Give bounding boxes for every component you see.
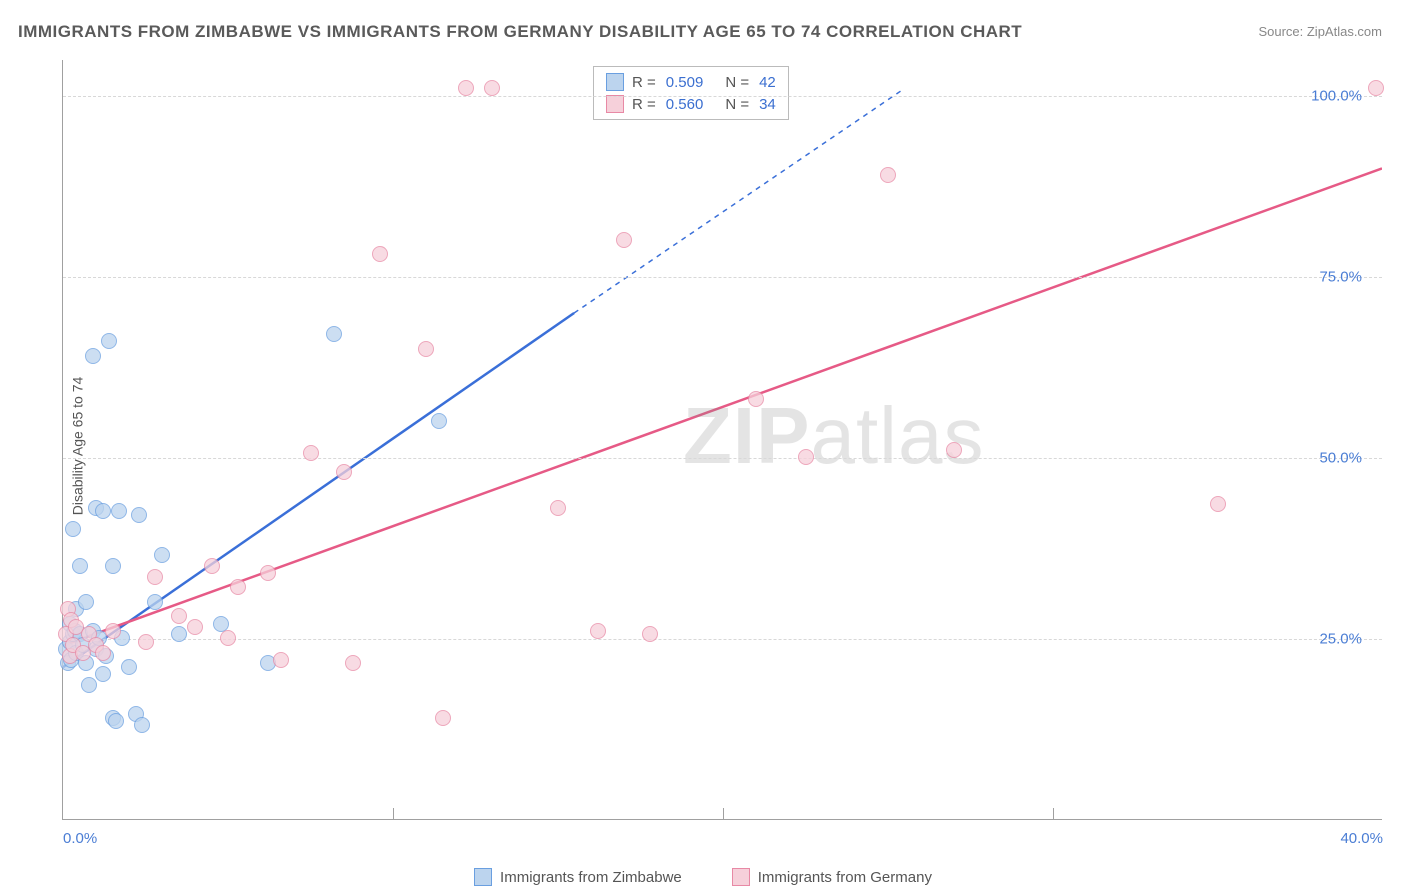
scatter-point-germany	[1210, 496, 1226, 512]
scatter-point-germany	[220, 630, 236, 646]
scatter-point-germany	[1368, 80, 1384, 96]
watermark-zip: ZIP	[683, 391, 810, 480]
scatter-point-germany	[147, 569, 163, 585]
source-label: Source:	[1258, 24, 1306, 39]
gridline-vertical	[393, 808, 394, 820]
scatter-point-germany	[484, 80, 500, 96]
y-tick-label: 50.0%	[1319, 450, 1362, 467]
scatter-point-zimbabwe	[78, 594, 94, 610]
scatter-point-germany	[273, 652, 289, 668]
scatter-point-zimbabwe	[95, 666, 111, 682]
legend-swatch	[606, 95, 624, 113]
series-legend: Immigrants from Zimbabwe Immigrants from …	[0, 868, 1406, 886]
legend-item-germany: Immigrants from Germany	[732, 868, 932, 886]
trendlines-layer	[63, 60, 1382, 819]
scatter-point-zimbabwe	[65, 521, 81, 537]
r-label: R =	[632, 74, 656, 91]
scatter-point-zimbabwe	[154, 547, 170, 563]
gridline-horizontal	[63, 277, 1382, 278]
scatter-point-germany	[435, 710, 451, 726]
scatter-point-germany	[303, 445, 319, 461]
scatter-point-zimbabwe	[134, 717, 150, 733]
scatter-point-germany	[616, 232, 632, 248]
r-value: 0.509	[666, 74, 704, 91]
scatter-point-zimbabwe	[171, 626, 187, 642]
scatter-point-germany	[458, 80, 474, 96]
scatter-point-zimbabwe	[108, 713, 124, 729]
legend-label: Immigrants from Zimbabwe	[500, 869, 682, 886]
scatter-point-germany	[345, 655, 361, 671]
scatter-point-germany	[798, 449, 814, 465]
scatter-point-germany	[880, 167, 896, 183]
scatter-point-zimbabwe	[131, 507, 147, 523]
scatter-point-germany	[187, 619, 203, 635]
scatter-point-zimbabwe	[72, 558, 88, 574]
scatter-point-zimbabwe	[95, 503, 111, 519]
r-label: R =	[632, 96, 656, 113]
legend-swatch	[732, 868, 750, 886]
scatter-point-zimbabwe	[105, 558, 121, 574]
scatter-point-germany	[95, 645, 111, 661]
chart-area: ZIPatlas R = 0.509 N = 42 R = 0.560 N = 34 25.0…	[48, 60, 1384, 820]
r-value: 0.560	[666, 96, 704, 113]
scatter-point-germany	[105, 623, 121, 639]
legend-item-zimbabwe: Immigrants from Zimbabwe	[474, 868, 682, 886]
legend-label: Immigrants from Germany	[758, 869, 932, 886]
scatter-point-germany	[336, 464, 352, 480]
scatter-point-zimbabwe	[121, 659, 137, 675]
scatter-point-germany	[748, 391, 764, 407]
plot-region: ZIPatlas R = 0.509 N = 42 R = 0.560 N = 34 25.0…	[62, 60, 1382, 820]
source-attribution: Source: ZipAtlas.com	[1258, 24, 1382, 39]
scatter-point-germany	[590, 623, 606, 639]
x-tick-label: 0.0%	[63, 830, 97, 847]
n-value: 34	[759, 96, 776, 113]
scatter-point-zimbabwe	[326, 326, 342, 342]
x-tick-label: 40.0%	[1340, 830, 1383, 847]
gridline-horizontal	[63, 458, 1382, 459]
y-tick-label: 25.0%	[1319, 631, 1362, 648]
legend-row-zimbabwe: R = 0.509 N = 42	[606, 71, 776, 93]
scatter-point-zimbabwe	[147, 594, 163, 610]
scatter-point-germany	[171, 608, 187, 624]
scatter-point-germany	[204, 558, 220, 574]
scatter-point-germany	[946, 442, 962, 458]
scatter-point-germany	[230, 579, 246, 595]
n-label: N =	[725, 96, 749, 113]
gridline-vertical	[723, 808, 724, 820]
gridline-horizontal	[63, 96, 1382, 97]
gridline-horizontal	[63, 639, 1382, 640]
scatter-point-germany	[418, 341, 434, 357]
scatter-point-germany	[550, 500, 566, 516]
scatter-point-zimbabwe	[81, 677, 97, 693]
scatter-point-zimbabwe	[85, 348, 101, 364]
correlation-legend: R = 0.509 N = 42 R = 0.560 N = 34	[593, 66, 789, 120]
watermark: ZIPatlas	[683, 390, 984, 482]
legend-swatch	[606, 73, 624, 91]
n-value: 42	[759, 74, 776, 91]
scatter-point-zimbabwe	[101, 333, 117, 349]
chart-title: IMMIGRANTS FROM ZIMBABWE VS IMMIGRANTS F…	[18, 22, 1022, 42]
trendline-zimbabwe	[63, 313, 574, 667]
scatter-point-germany	[260, 565, 276, 581]
scatter-point-zimbabwe	[431, 413, 447, 429]
scatter-point-germany	[642, 626, 658, 642]
trendline-dashed-zimbabwe	[574, 89, 904, 313]
n-label: N =	[725, 74, 749, 91]
scatter-point-germany	[138, 634, 154, 650]
watermark-atlas: atlas	[810, 391, 984, 480]
scatter-point-zimbabwe	[111, 503, 127, 519]
legend-swatch	[474, 868, 492, 886]
y-tick-label: 100.0%	[1311, 88, 1362, 105]
source-link[interactable]: ZipAtlas.com	[1307, 24, 1382, 39]
scatter-point-germany	[372, 246, 388, 262]
y-tick-label: 75.0%	[1319, 269, 1362, 286]
gridline-vertical	[1053, 808, 1054, 820]
